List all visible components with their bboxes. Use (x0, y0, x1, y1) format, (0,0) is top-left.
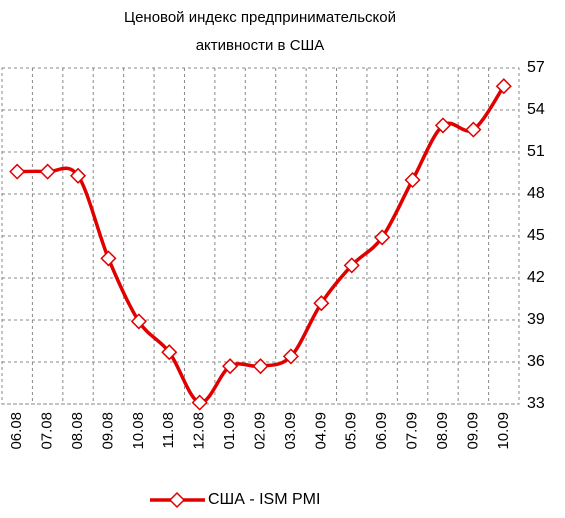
legend-marker (168, 491, 186, 509)
x-tick-label: 07.08 (39, 412, 56, 450)
x-tick-label: 10.08 (130, 412, 147, 450)
data-point (343, 257, 360, 274)
data-point (252, 358, 269, 375)
x-tick-label: 05.09 (343, 412, 360, 450)
data-point (100, 250, 117, 267)
data-point (222, 358, 239, 375)
data-point (69, 167, 87, 184)
y-tick-label: 57 (527, 59, 545, 76)
chart-title: активности в США (196, 37, 325, 54)
x-tick-label: 10.09 (495, 412, 512, 450)
y-tick-label: 42 (527, 269, 545, 286)
data-point (495, 78, 512, 95)
y-tick-label: 54 (527, 101, 545, 118)
x-tick-label: 09.09 (464, 412, 481, 450)
data-point (161, 344, 178, 361)
y-tick-label: 36 (527, 353, 545, 370)
y-tick-label: 33 (527, 395, 545, 412)
y-tick-label: 48 (527, 185, 545, 202)
data-point (313, 295, 330, 312)
x-tick-label: 12.08 (191, 412, 208, 450)
x-tick-label: 06.09 (373, 412, 390, 450)
data-point (9, 163, 26, 180)
x-tick-label: 01.09 (221, 412, 238, 450)
x-tick-label: 03.09 (282, 412, 299, 450)
data-point (404, 171, 421, 189)
data-point (39, 163, 56, 180)
x-tick-label: 11.08 (160, 412, 177, 448)
x-tick-label: 07.09 (404, 412, 421, 450)
y-tick-label: 45 (527, 227, 545, 244)
x-tick-label: 06.08 (8, 412, 25, 450)
x-tick-label: 02.09 (251, 412, 268, 450)
y-tick-label: 51 (527, 143, 545, 160)
x-tick-label: 09.08 (99, 412, 116, 450)
data-point (282, 348, 299, 365)
x-tick-label: 08.08 (69, 412, 86, 450)
series-line (17, 85, 506, 405)
x-tick-label: 08.09 (434, 412, 451, 450)
data-point (434, 117, 452, 134)
chart-title: Ценовой индекс предпринимательской (124, 9, 396, 26)
x-tick-label: 04.09 (312, 412, 329, 450)
y-tick-label: 39 (527, 311, 545, 328)
legend-label: США - ISM PMI (208, 491, 320, 508)
data-point (191, 394, 208, 411)
data-point (130, 313, 147, 330)
data-point (374, 229, 391, 246)
data-point (465, 121, 482, 138)
